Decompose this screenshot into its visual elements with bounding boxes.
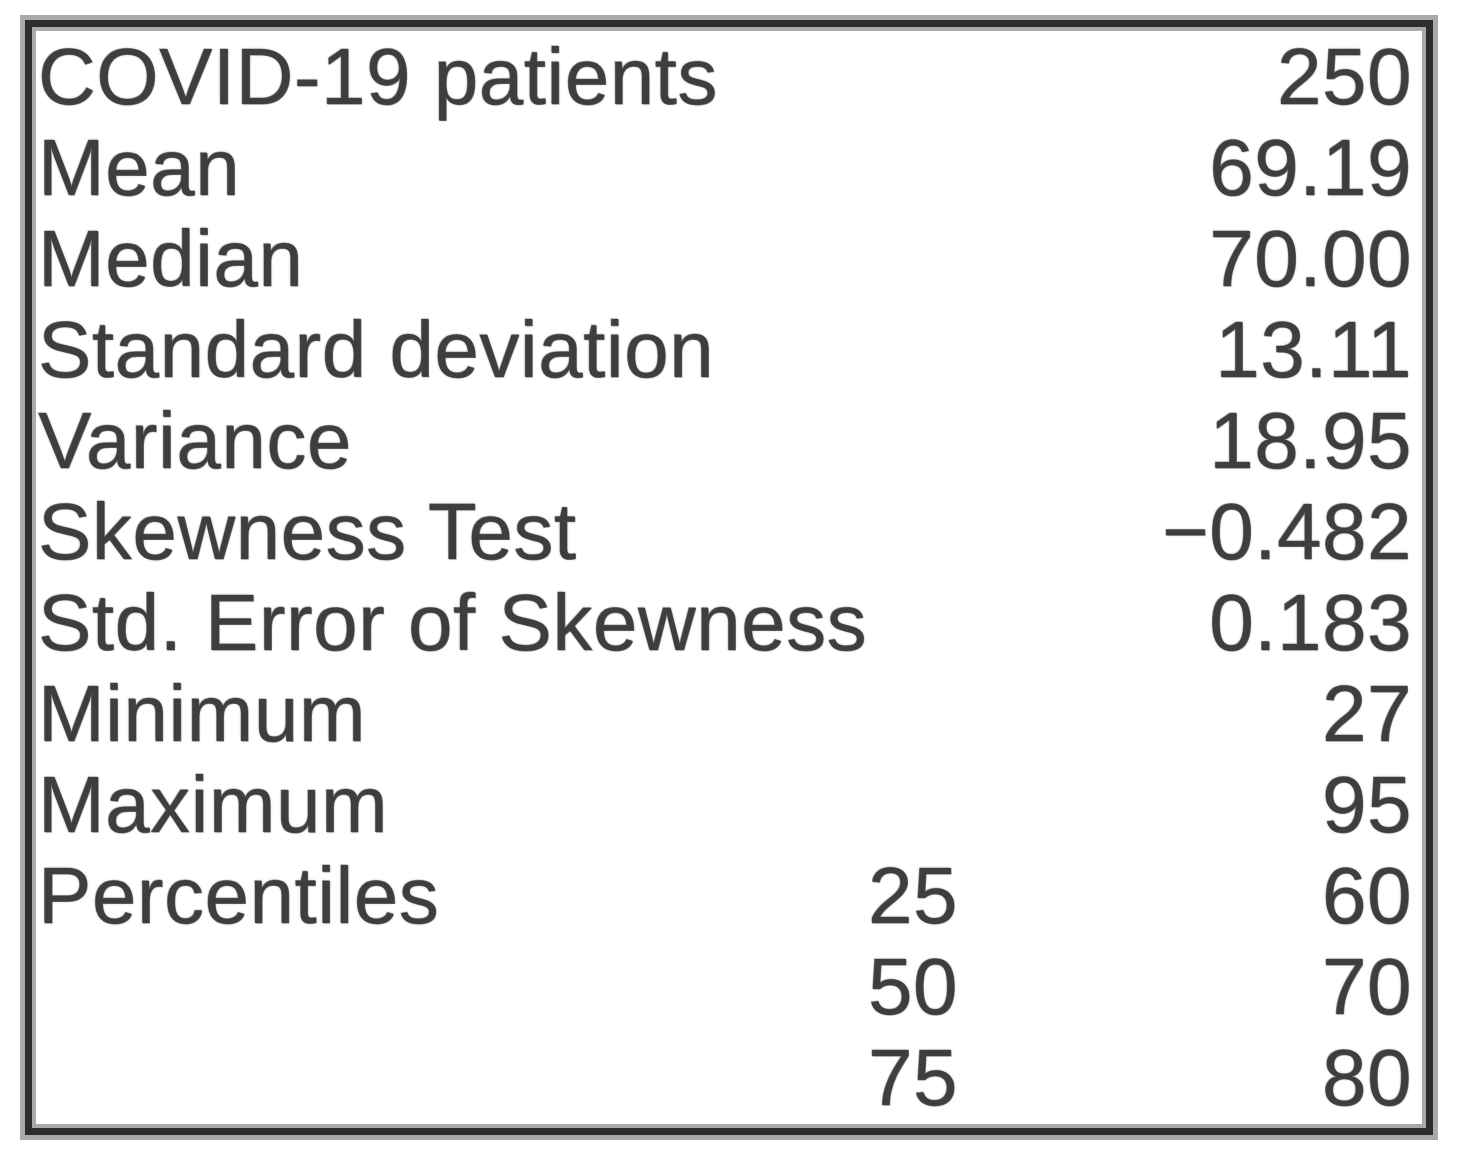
percentile-level: 25 <box>868 851 958 941</box>
table-row: Std. Error of Skewness 0.183 <box>36 577 1422 668</box>
stat-label: Mean <box>38 122 241 212</box>
table-row: Skewness Test −0.482 <box>36 486 1422 577</box>
table-row: 50 70 <box>36 942 1422 1033</box>
stat-label: COVID-19 patients <box>38 31 718 121</box>
stat-value: 70.00 <box>1209 213 1412 303</box>
stat-value: 70 <box>1322 942 1412 1032</box>
stat-label: Standard deviation <box>38 304 715 394</box>
stat-value: 0.183 <box>1209 578 1412 667</box>
stat-value: 13.11 <box>1215 304 1412 394</box>
stat-label: Minimum <box>38 669 366 759</box>
table-row: Minimum 27 <box>36 669 1422 760</box>
table-row: 75 80 <box>36 1033 1422 1124</box>
table-row: Standard deviation 13.11 <box>36 304 1422 395</box>
table-row: Mean 69.19 <box>36 122 1422 213</box>
stat-value: 250 <box>1277 31 1412 121</box>
table-row: Variance 18.95 <box>36 395 1422 486</box>
stat-value: 80 <box>1322 1033 1412 1123</box>
stat-value: 27 <box>1322 669 1412 759</box>
stat-value: 18.95 <box>1209 395 1412 485</box>
stat-label: Maximum <box>38 760 389 850</box>
stat-label: Median <box>38 213 304 303</box>
stat-value: −0.482 <box>1162 486 1412 576</box>
statistics-table-frame-mid: COVID-19 patients 250 Mean 69.19 Median … <box>25 20 1433 1135</box>
stat-label: Skewness Test <box>38 486 577 576</box>
table-row: Median 70.00 <box>36 213 1422 304</box>
stat-label: Std. Error of Skewness <box>38 578 868 667</box>
stat-label: Percentiles <box>38 851 440 941</box>
stat-value: 69.19 <box>1209 122 1412 212</box>
percentile-level: 75 <box>868 1033 958 1123</box>
statistics-table: COVID-19 patients 250 Mean 69.19 Median … <box>32 27 1426 1128</box>
stat-label: Variance <box>38 395 352 485</box>
stat-value: 95 <box>1322 760 1412 850</box>
statistics-table-frame: COVID-19 patients 250 Mean 69.19 Median … <box>20 15 1438 1140</box>
percentile-level: 50 <box>868 942 958 1032</box>
stat-value: 60 <box>1322 851 1412 941</box>
table-row: Maximum 95 <box>36 760 1422 851</box>
table-row: Percentiles 25 60 <box>36 851 1422 942</box>
table-row: COVID-19 patients 250 <box>36 31 1422 122</box>
